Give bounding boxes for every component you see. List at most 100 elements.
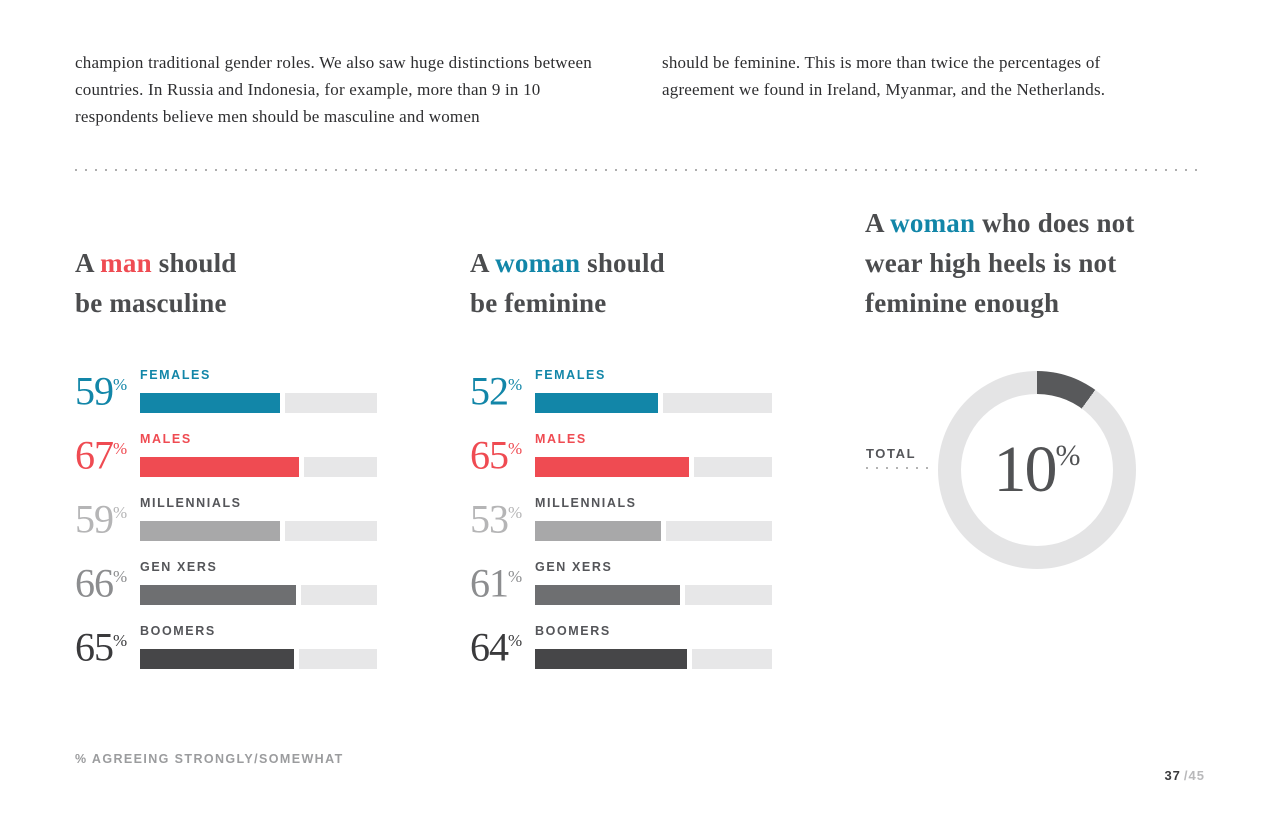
bar-row-males: 65% MALES <box>470 429 772 477</box>
intro-paragraph-right: should be feminine. This is more than tw… <box>662 53 1106 99</box>
percent-sign: % <box>508 503 523 522</box>
value-number: 65 <box>75 624 114 670</box>
bar-track <box>140 585 377 605</box>
dotted-divider <box>75 169 1203 171</box>
percent-sign: % <box>1055 439 1081 472</box>
bar-label: MALES <box>140 432 192 446</box>
total-text: TOTAL <box>866 446 917 461</box>
bar-label: MILLENNIALS <box>140 496 242 510</box>
bar-fill <box>140 457 299 477</box>
bar-row-females: 59% FEMALES <box>75 365 377 413</box>
bar-fill <box>535 457 690 477</box>
value-label: 59% <box>75 365 140 413</box>
percent-sign: % <box>508 439 523 458</box>
bar-row-boomers: 65% BOOMERS <box>75 621 377 669</box>
bar-remainder <box>303 457 377 477</box>
value-label: 65% <box>470 429 535 477</box>
chart-footnote: % AGREEING STRONGLY/SOMEWHAT <box>75 752 344 766</box>
bar-remainder <box>301 585 377 605</box>
percent-sign: % <box>113 503 128 522</box>
value-label: 64% <box>470 621 535 669</box>
value-label: 66% <box>75 557 140 605</box>
value-label: 53% <box>470 493 535 541</box>
bar-fill <box>140 585 297 605</box>
bar-label: MALES <box>535 432 587 446</box>
bar-remainder <box>284 521 377 541</box>
page-current: 37 <box>1164 768 1181 783</box>
value-number: 65 <box>470 432 509 478</box>
title-accent: man <box>100 248 152 278</box>
bar-row-millennials: 53% MILLENNIALS <box>470 493 772 541</box>
bar-row-boomers: 64% BOOMERS <box>470 621 772 669</box>
value-label: 61% <box>470 557 535 605</box>
bar-fill <box>535 393 659 413</box>
bar-label: GEN XERS <box>140 560 218 574</box>
value-number: 66 <box>75 560 114 606</box>
bar-fill <box>140 393 280 413</box>
bar-row-males: 67% MALES <box>75 429 377 477</box>
title-line2: wear high heels is not <box>865 248 1117 278</box>
bar-rows: 59% FEMALES 67% MALES 59% MILLENNIALS <box>75 365 377 669</box>
percent-sign: % <box>113 375 128 394</box>
chart-title: A man should be masculine <box>75 243 377 323</box>
bar-fill <box>535 649 687 669</box>
value-label: 65% <box>75 621 140 669</box>
title-post: who does not <box>975 208 1135 238</box>
title-line2: be masculine <box>75 288 227 318</box>
percent-sign: % <box>508 375 523 394</box>
value-number: 59 <box>75 368 114 414</box>
bar-fill <box>535 521 661 541</box>
donut-chart: 10% <box>938 371 1136 569</box>
bar-remainder <box>691 649 772 669</box>
bar-remainder <box>284 393 377 413</box>
value-number: 53 <box>470 496 509 542</box>
bar-label: GEN XERS <box>535 560 613 574</box>
bar-label: FEMALES <box>140 368 211 382</box>
title-post: should <box>151 248 237 278</box>
value-number: 67 <box>75 432 114 478</box>
value-number: 59 <box>75 496 114 542</box>
percent-sign: % <box>113 439 128 458</box>
value-number: 10 <box>993 433 1058 506</box>
dotted-leader <box>866 467 932 469</box>
chart-title: A woman should be feminine <box>470 243 772 323</box>
value-number: 61 <box>470 560 509 606</box>
value-number: 64 <box>470 624 509 670</box>
title-line2: be feminine <box>470 288 607 318</box>
bar-track <box>140 393 377 413</box>
page-number: 37/45 <box>1164 768 1205 783</box>
bar-row-females: 52% FEMALES <box>470 365 772 413</box>
percent-sign: % <box>113 631 128 650</box>
bar-row-genxers: 61% GEN XERS <box>470 557 772 605</box>
bar-track <box>140 457 377 477</box>
bar-row-millennials: 59% MILLENNIALS <box>75 493 377 541</box>
bar-label: BOOMERS <box>535 624 611 638</box>
bar-fill <box>140 649 295 669</box>
bar-remainder <box>299 649 377 669</box>
bar-rows: 52% FEMALES 65% MALES 53% MILLENNIALS <box>470 365 772 669</box>
title-pre: A <box>75 248 101 278</box>
bar-fill <box>140 521 280 541</box>
page-total: /45 <box>1183 768 1205 783</box>
donut-value: 10% <box>994 437 1081 503</box>
bar-track <box>140 521 377 541</box>
chart-woman-feminine: A woman should be feminine 52% FEMALES 65… <box>470 243 772 685</box>
bar-row-genxers: 66% GEN XERS <box>75 557 377 605</box>
bar-track <box>535 393 772 413</box>
bar-label: FEMALES <box>535 368 606 382</box>
chart-title-high-heels: A woman who does not wear high heels is n… <box>865 203 1195 323</box>
bar-track <box>535 585 772 605</box>
title-pre: A <box>865 208 891 238</box>
title-accent: woman <box>890 208 976 238</box>
donut-hole: 10% <box>961 394 1113 546</box>
title-accent: woman <box>495 248 581 278</box>
bar-track <box>535 521 772 541</box>
value-label: 59% <box>75 493 140 541</box>
bar-remainder <box>665 521 772 541</box>
donut-total-label: TOTAL <box>866 446 938 469</box>
value-number: 52 <box>470 368 509 414</box>
title-pre: A <box>470 248 496 278</box>
bar-track <box>140 649 377 669</box>
value-label: 67% <box>75 429 140 477</box>
